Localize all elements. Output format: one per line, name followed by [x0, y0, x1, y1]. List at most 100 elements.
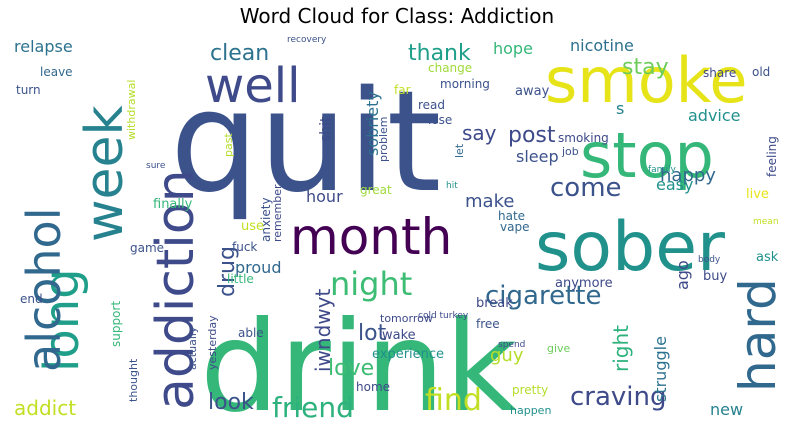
- word-love: love: [328, 356, 374, 381]
- word-advice: advice: [688, 106, 741, 125]
- word-sure: sure: [146, 161, 166, 171]
- word-addiction: addiction: [146, 169, 206, 410]
- word-relapse: relapse: [14, 37, 73, 56]
- word-problem: problem: [377, 116, 390, 162]
- word-post: post: [508, 123, 556, 148]
- word-guy: guy: [490, 345, 524, 366]
- word-addict: addict: [14, 396, 76, 420]
- word-right: right: [609, 325, 633, 372]
- word-proud: proud: [235, 258, 281, 277]
- word-pretty: pretty: [512, 383, 548, 397]
- word-buy: buy: [703, 269, 727, 284]
- word-well: well: [205, 58, 300, 114]
- word-yesterday: yesterday: [206, 315, 219, 370]
- word-friend: friend: [272, 391, 354, 422]
- chart-title: Word Cloud for Class: Addiction: [239, 4, 555, 28]
- word-end: end: [20, 292, 43, 306]
- word-drug: drug: [215, 246, 240, 297]
- word-alcohol: alcohol: [17, 208, 71, 372]
- word-withdrawal: withdrawal: [125, 80, 138, 140]
- word-leave: leave: [40, 65, 73, 79]
- word-experience: experience: [372, 347, 444, 362]
- word-game: game: [130, 241, 164, 255]
- word-old: old: [752, 65, 770, 79]
- word-hard: hard: [729, 278, 786, 392]
- word-finally: finally: [153, 197, 193, 212]
- word-actually: actually: [186, 326, 199, 370]
- word-make: make: [465, 191, 514, 212]
- word-thank: thank: [408, 41, 471, 66]
- word-sober: sober: [535, 208, 725, 287]
- word-hit: hit: [446, 181, 458, 191]
- word-hour: hour: [306, 187, 343, 206]
- word-turn: turn: [16, 83, 41, 97]
- word-struggle: struggle: [651, 336, 670, 402]
- word-anymore: anymore: [555, 276, 613, 291]
- word-new: new: [710, 400, 743, 419]
- word-break: break: [476, 296, 513, 311]
- word-job: job: [561, 145, 579, 158]
- word-clean: clean: [210, 41, 269, 66]
- word-mean: mean: [753, 217, 779, 227]
- word-wake: wake: [382, 328, 416, 343]
- word-vape: vape: [500, 220, 529, 234]
- word-sleep: sleep: [516, 147, 559, 166]
- word-share: share: [703, 66, 736, 80]
- word-nicotine: nicotine: [570, 36, 634, 55]
- word-anxiety: anxiety: [259, 197, 273, 242]
- word-let: let: [453, 143, 466, 158]
- word-able: able: [238, 326, 264, 340]
- word-drink: drink: [200, 295, 518, 422]
- word-ask: ask: [756, 250, 779, 265]
- word-say: say: [462, 121, 497, 145]
- word-sobriety: sobriety: [363, 91, 382, 156]
- word-night: night: [330, 265, 412, 303]
- word-happen: happen: [510, 404, 551, 417]
- word-little: little: [227, 272, 254, 286]
- word-give: give: [547, 342, 571, 355]
- word-fuck: fuck: [232, 240, 257, 254]
- word-away: away: [515, 84, 550, 99]
- word-body: body: [698, 255, 721, 265]
- word-hate: hate: [498, 209, 525, 223]
- word-morning: morning: [440, 77, 490, 91]
- word-happy: happy: [660, 165, 716, 186]
- word-free: free: [476, 317, 500, 331]
- word-use: use: [241, 219, 264, 234]
- word-feeling: feeling: [765, 136, 779, 177]
- word-read: read: [418, 98, 445, 112]
- word-month: month: [290, 208, 452, 266]
- word-far: far: [394, 83, 411, 97]
- word-ago: ago: [673, 260, 692, 290]
- word-remember: remember: [271, 184, 284, 242]
- word-quit: quit: [170, 61, 441, 224]
- word-recovery: recovery: [287, 35, 327, 45]
- word-long: long: [34, 268, 90, 372]
- word-family: family: [648, 165, 676, 175]
- word-live: live: [746, 187, 769, 202]
- word-home: home: [356, 380, 390, 394]
- word-cold-turkey: cold turkey: [418, 311, 469, 321]
- word-smoke: smoke: [545, 44, 747, 117]
- word-tomorrow: tomorrow: [380, 312, 433, 325]
- word-easy: easy: [656, 175, 693, 194]
- word-come: come: [550, 173, 622, 203]
- word-look: look: [208, 390, 254, 415]
- word-lose: lose: [428, 113, 452, 127]
- word-week: week: [75, 105, 135, 242]
- word-stop: stop: [580, 119, 714, 192]
- word-stay: stay: [622, 55, 669, 80]
- word-iwndwyt: iwndwyt: [311, 289, 335, 372]
- word-cigarette: cigarette: [485, 281, 601, 311]
- word-great: great: [360, 183, 392, 197]
- word-smoking: smoking: [558, 131, 609, 145]
- word-thought: thought: [127, 358, 140, 402]
- word-past: past: [222, 133, 235, 157]
- word-change: change: [428, 61, 472, 75]
- word-find: find: [425, 383, 482, 418]
- word-shit: shit: [318, 116, 334, 142]
- word-hope: hope: [493, 39, 533, 58]
- word-spend: spend: [498, 340, 525, 350]
